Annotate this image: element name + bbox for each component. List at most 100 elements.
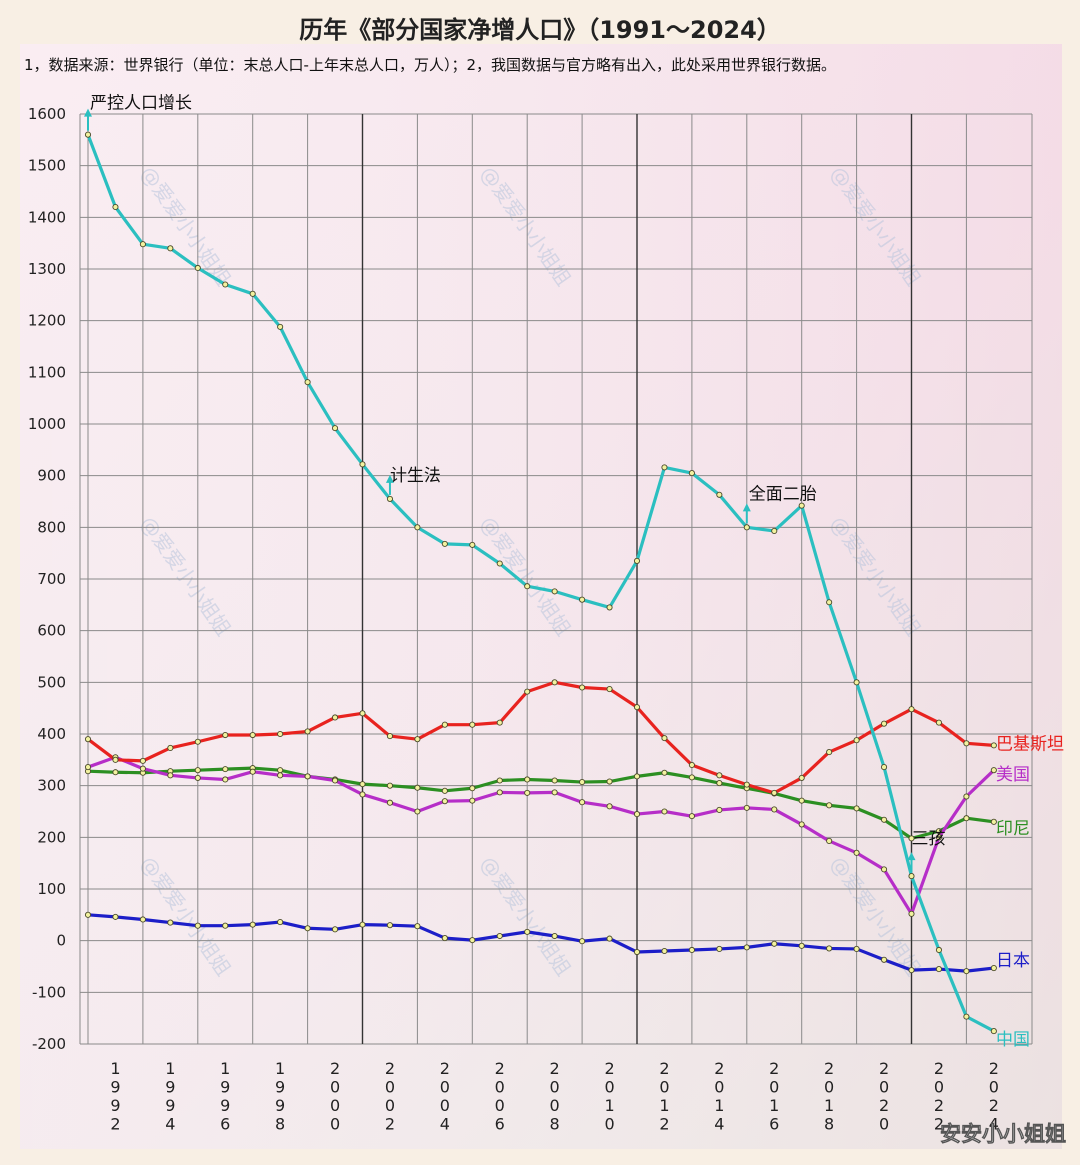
data-point	[854, 738, 859, 743]
annotation-label: 全面二胎	[749, 484, 817, 504]
data-point	[442, 799, 447, 804]
data-point	[415, 525, 420, 530]
data-point	[278, 768, 283, 773]
data-point	[168, 246, 173, 251]
data-point	[497, 778, 502, 783]
data-point	[881, 817, 886, 822]
x-tick-label: 2006	[495, 1059, 505, 1134]
series-label-印尼: 印尼	[996, 819, 1030, 839]
data-point	[387, 800, 392, 805]
data-point	[250, 291, 255, 296]
data-point	[772, 790, 777, 795]
data-point	[360, 792, 365, 797]
y-tick-label: 900	[37, 467, 66, 485]
y-tick-label: 1500	[28, 157, 66, 175]
data-point	[717, 773, 722, 778]
data-point	[552, 790, 557, 795]
data-point	[662, 770, 667, 775]
chart-title: 历年《部分国家净增人口》（1991～2024）	[299, 16, 781, 44]
data-point	[717, 946, 722, 951]
data-point	[305, 774, 310, 779]
data-point	[744, 782, 749, 787]
y-tick-label: 1600	[28, 105, 66, 123]
data-point	[305, 926, 310, 931]
data-point	[140, 242, 145, 247]
series-label-巴基斯坦: 巴基斯坦	[996, 734, 1064, 754]
data-point	[332, 426, 337, 431]
data-point	[360, 782, 365, 787]
data-point	[195, 775, 200, 780]
data-point	[827, 749, 832, 754]
data-point	[799, 775, 804, 780]
y-tick-label: -200	[32, 1035, 66, 1053]
y-tick-label: 1300	[28, 260, 66, 278]
data-point	[689, 470, 694, 475]
data-point	[223, 282, 228, 287]
data-point	[881, 957, 886, 962]
series-label-日本: 日本	[996, 951, 1030, 971]
data-point	[278, 324, 283, 329]
data-point	[634, 949, 639, 954]
data-point	[305, 729, 310, 734]
data-point	[662, 809, 667, 814]
data-point	[113, 914, 118, 919]
data-point	[470, 798, 475, 803]
data-point	[909, 707, 914, 712]
data-point	[470, 542, 475, 547]
data-point	[552, 778, 557, 783]
data-point	[634, 811, 639, 816]
data-point	[360, 711, 365, 716]
data-point	[250, 769, 255, 774]
data-point	[223, 923, 228, 928]
y-tick-label: 1200	[28, 312, 66, 330]
y-tick-label: -100	[32, 983, 66, 1001]
data-point	[717, 492, 722, 497]
y-tick-label: 0	[56, 932, 66, 950]
data-point	[195, 739, 200, 744]
data-point	[168, 920, 173, 925]
data-point	[689, 947, 694, 952]
data-point	[607, 686, 612, 691]
data-point	[580, 800, 585, 805]
data-point	[607, 804, 612, 809]
data-point	[607, 779, 612, 784]
data-point	[580, 779, 585, 784]
data-point	[799, 822, 804, 827]
data-point	[909, 911, 914, 916]
data-point	[827, 838, 832, 843]
y-tick-label: 700	[37, 570, 66, 588]
data-point	[607, 936, 612, 941]
data-point	[387, 733, 392, 738]
data-point	[332, 778, 337, 783]
data-point	[909, 968, 914, 973]
data-point	[470, 722, 475, 727]
data-point	[854, 680, 859, 685]
data-point	[525, 584, 530, 589]
data-point	[415, 924, 420, 929]
data-point	[442, 722, 447, 727]
data-point	[113, 757, 118, 762]
data-point	[827, 803, 832, 808]
data-point	[168, 745, 173, 750]
data-point	[772, 941, 777, 946]
data-point	[223, 777, 228, 782]
data-point	[964, 816, 969, 821]
data-point	[442, 935, 447, 940]
data-point	[387, 783, 392, 788]
data-point	[85, 764, 90, 769]
data-point	[607, 605, 612, 610]
data-point	[744, 525, 749, 530]
data-point	[964, 794, 969, 799]
data-point	[854, 806, 859, 811]
data-point	[936, 720, 941, 725]
data-point	[936, 947, 941, 952]
data-point	[662, 948, 667, 953]
data-point	[580, 939, 585, 944]
